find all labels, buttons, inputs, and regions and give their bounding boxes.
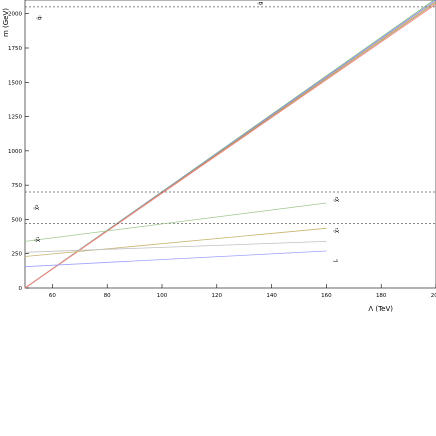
curve-label-low-right: χ̃₁ xyxy=(334,228,340,233)
series-line-10 xyxy=(24,250,327,268)
y-tick-label-5: 1250 xyxy=(8,115,22,121)
curve-label-top-right: g̃ xyxy=(258,2,264,6)
x-tick-label-6: 180 xyxy=(376,293,387,299)
x-tick-label-4: 140 xyxy=(266,293,277,299)
x-axis-title: Λ (TeV) xyxy=(368,305,393,313)
y-tick-label-1: 250 xyxy=(12,252,23,258)
x-tick-label-2: 100 xyxy=(157,293,168,299)
x-tick-label-1: 80 xyxy=(104,293,111,299)
y-axis: 0 250 500 750 1000 1250 1500 1750 2000 xyxy=(8,12,29,292)
x-tick-label-0: 60 xyxy=(49,293,56,299)
curve-label-top-left: q̃ₗ xyxy=(37,16,43,20)
series-line-8 xyxy=(24,202,327,242)
curve-label-mid-right: χ̃₂ xyxy=(334,197,340,202)
series-line-9 xyxy=(24,227,327,257)
curve-label-low-left: χ̃₁ xyxy=(35,237,41,242)
plot-lines xyxy=(24,0,436,289)
x-tick-label-7: 200 xyxy=(431,293,436,299)
x-axis: 60 80 100 120 140 160 180 200 xyxy=(49,284,436,299)
series-line-4 xyxy=(24,3,436,289)
y-tick-label-7: 1750 xyxy=(8,46,22,52)
plot-frame xyxy=(24,0,436,289)
y-tick-label-2: 500 xyxy=(12,217,23,223)
y-tick-label-3: 750 xyxy=(12,183,23,189)
y-tick-label-4: 1000 xyxy=(8,149,22,155)
curve-label-slepton: l̃ᵣ xyxy=(333,258,340,262)
y-tick-label-8: 2000 xyxy=(8,12,22,18)
curve-labels: q̃ₗ g̃ χ̃₂ χ̃₂ χ̃₁ χ̃₁ l̃ᵣ xyxy=(34,2,340,263)
y-axis-title: m (GeV) xyxy=(2,8,10,37)
y-tick-label-6: 1500 xyxy=(8,80,22,86)
series-line-11 xyxy=(24,241,327,253)
x-tick-label-3: 120 xyxy=(212,293,223,299)
x-tick-label-5: 160 xyxy=(321,293,332,299)
curve-label-mid-left: χ̃₂ xyxy=(34,205,40,210)
y-tick-label-0: 0 xyxy=(19,286,23,292)
